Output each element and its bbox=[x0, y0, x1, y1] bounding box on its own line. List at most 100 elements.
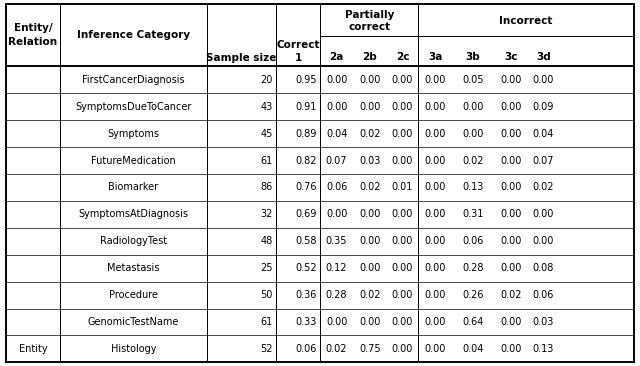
Text: 0.08: 0.08 bbox=[532, 263, 554, 273]
Text: 0.00: 0.00 bbox=[500, 129, 522, 139]
Text: 0.00: 0.00 bbox=[392, 75, 413, 85]
Text: FutureMedication: FutureMedication bbox=[91, 156, 176, 165]
Text: 0.02: 0.02 bbox=[359, 290, 381, 300]
Text: 2a: 2a bbox=[330, 52, 344, 62]
Text: 0.00: 0.00 bbox=[424, 344, 446, 354]
Text: 0.58: 0.58 bbox=[296, 236, 317, 246]
Text: 45: 45 bbox=[260, 129, 273, 139]
Text: 0.00: 0.00 bbox=[500, 209, 522, 219]
Text: 0.02: 0.02 bbox=[532, 183, 554, 193]
Text: Correct
1: Correct 1 bbox=[276, 40, 320, 63]
Text: 3c: 3c bbox=[504, 52, 518, 62]
Text: Incorrect: Incorrect bbox=[499, 16, 553, 26]
Text: Partially
correct: Partially correct bbox=[344, 10, 394, 33]
Text: 0.00: 0.00 bbox=[532, 75, 554, 85]
Text: 0.00: 0.00 bbox=[500, 317, 522, 327]
Text: 0.06: 0.06 bbox=[532, 290, 554, 300]
Text: 0.06: 0.06 bbox=[296, 344, 317, 354]
Text: 0.00: 0.00 bbox=[326, 75, 348, 85]
Text: 0.00: 0.00 bbox=[532, 236, 554, 246]
Text: 0.00: 0.00 bbox=[326, 209, 348, 219]
Text: 0.13: 0.13 bbox=[462, 183, 484, 193]
Text: 0.00: 0.00 bbox=[424, 263, 446, 273]
Text: 32: 32 bbox=[260, 209, 273, 219]
Text: 0.00: 0.00 bbox=[392, 317, 413, 327]
Text: 0.00: 0.00 bbox=[359, 75, 381, 85]
Text: 0.00: 0.00 bbox=[532, 209, 554, 219]
Text: 0.00: 0.00 bbox=[326, 317, 348, 327]
Text: 0.02: 0.02 bbox=[326, 344, 348, 354]
Text: 0.01: 0.01 bbox=[392, 183, 413, 193]
Text: 3b: 3b bbox=[466, 52, 481, 62]
Text: 0.06: 0.06 bbox=[326, 183, 348, 193]
Text: 0.12: 0.12 bbox=[326, 263, 348, 273]
Text: 86: 86 bbox=[260, 183, 273, 193]
Text: 3a: 3a bbox=[428, 52, 442, 62]
Text: 61: 61 bbox=[260, 156, 273, 165]
Text: 0.00: 0.00 bbox=[424, 317, 446, 327]
Text: 0.00: 0.00 bbox=[424, 75, 446, 85]
Text: 0.00: 0.00 bbox=[462, 102, 484, 112]
Text: 0.04: 0.04 bbox=[462, 344, 484, 354]
Text: 0.06: 0.06 bbox=[462, 236, 484, 246]
Text: 0.00: 0.00 bbox=[424, 102, 446, 112]
Text: 50: 50 bbox=[260, 290, 273, 300]
Text: 0.00: 0.00 bbox=[424, 156, 446, 165]
Text: 0.02: 0.02 bbox=[500, 290, 522, 300]
Text: Entity: Entity bbox=[19, 344, 47, 354]
Text: 0.00: 0.00 bbox=[424, 183, 446, 193]
Text: Symptoms: Symptoms bbox=[108, 129, 159, 139]
Text: SymptomsAtDiagnosis: SymptomsAtDiagnosis bbox=[79, 209, 188, 219]
Text: 0.02: 0.02 bbox=[462, 156, 484, 165]
Text: 0.07: 0.07 bbox=[326, 156, 348, 165]
Text: 52: 52 bbox=[260, 344, 273, 354]
Text: 0.35: 0.35 bbox=[326, 236, 348, 246]
Text: 0.26: 0.26 bbox=[462, 290, 484, 300]
Text: 0.00: 0.00 bbox=[392, 236, 413, 246]
Text: 0.07: 0.07 bbox=[532, 156, 554, 165]
Text: RadiologyTest: RadiologyTest bbox=[100, 236, 167, 246]
Text: 0.00: 0.00 bbox=[500, 183, 522, 193]
Text: 0.28: 0.28 bbox=[326, 290, 348, 300]
Text: 0.03: 0.03 bbox=[532, 317, 554, 327]
Text: 0.00: 0.00 bbox=[500, 75, 522, 85]
Text: 0.31: 0.31 bbox=[462, 209, 484, 219]
Text: 0.95: 0.95 bbox=[296, 75, 317, 85]
Text: 0.04: 0.04 bbox=[326, 129, 348, 139]
Text: Inference Category: Inference Category bbox=[77, 30, 190, 40]
Text: 0.00: 0.00 bbox=[392, 129, 413, 139]
Text: 43: 43 bbox=[260, 102, 273, 112]
Text: 0.00: 0.00 bbox=[392, 102, 413, 112]
Text: 61: 61 bbox=[260, 317, 273, 327]
Text: 0.00: 0.00 bbox=[359, 102, 381, 112]
Text: 0.76: 0.76 bbox=[296, 183, 317, 193]
Text: 0.00: 0.00 bbox=[359, 236, 381, 246]
Text: 0.91: 0.91 bbox=[296, 102, 317, 112]
Text: 0.36: 0.36 bbox=[296, 290, 317, 300]
Text: 0.00: 0.00 bbox=[326, 102, 348, 112]
Text: 0.05: 0.05 bbox=[462, 75, 484, 85]
Text: 25: 25 bbox=[260, 263, 273, 273]
Text: 0.00: 0.00 bbox=[500, 344, 522, 354]
Text: Metastasis: Metastasis bbox=[108, 263, 159, 273]
Text: 2b: 2b bbox=[362, 52, 377, 62]
Text: 0.00: 0.00 bbox=[424, 129, 446, 139]
Text: Sample size: Sample size bbox=[207, 53, 276, 63]
Text: 0.00: 0.00 bbox=[359, 263, 381, 273]
Text: 0.00: 0.00 bbox=[392, 263, 413, 273]
Text: 0.00: 0.00 bbox=[359, 209, 381, 219]
Text: 0.00: 0.00 bbox=[500, 102, 522, 112]
Text: 0.13: 0.13 bbox=[532, 344, 554, 354]
Text: 0.00: 0.00 bbox=[392, 344, 413, 354]
Text: 0.00: 0.00 bbox=[424, 290, 446, 300]
Text: 0.00: 0.00 bbox=[424, 209, 446, 219]
Text: FirstCancerDiagnosis: FirstCancerDiagnosis bbox=[82, 75, 185, 85]
Text: SymptomsDueToCancer: SymptomsDueToCancer bbox=[76, 102, 191, 112]
Text: Entity/
Relation: Entity/ Relation bbox=[8, 23, 58, 46]
Text: Histology: Histology bbox=[111, 344, 156, 354]
Text: 0.00: 0.00 bbox=[359, 317, 381, 327]
Text: 20: 20 bbox=[260, 75, 273, 85]
Text: 0.00: 0.00 bbox=[392, 290, 413, 300]
Text: 0.02: 0.02 bbox=[359, 129, 381, 139]
Text: GenomicTestName: GenomicTestName bbox=[88, 317, 179, 327]
